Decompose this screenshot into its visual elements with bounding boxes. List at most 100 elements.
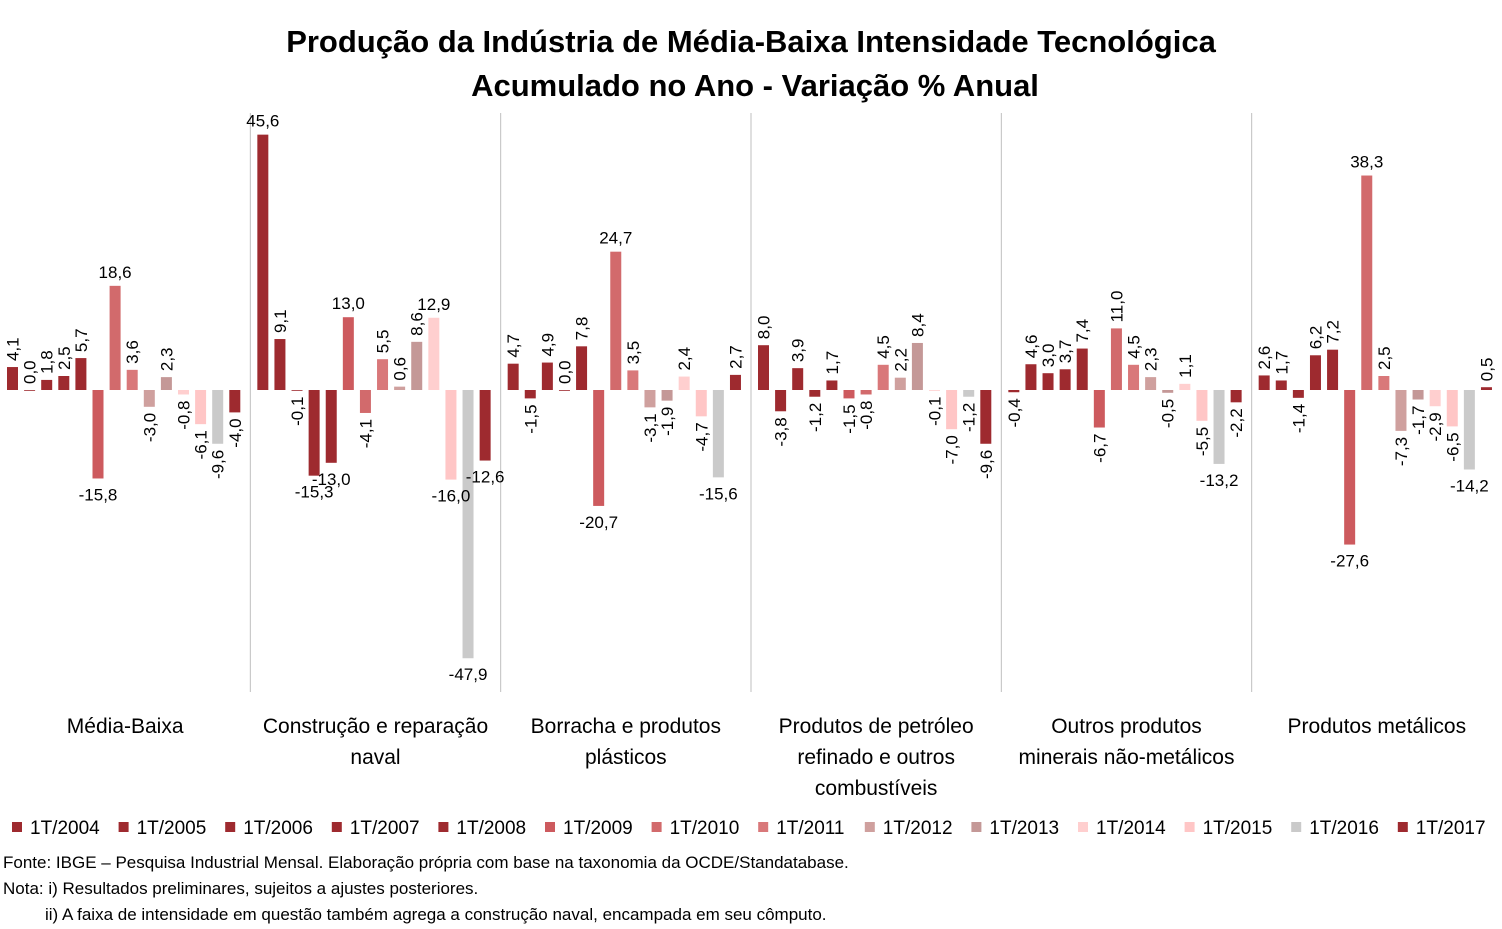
data-label: 11,0 bbox=[1107, 291, 1126, 323]
bar bbox=[1230, 390, 1242, 403]
legend-swatch bbox=[12, 822, 22, 832]
legend-label: 1T/2009 bbox=[563, 818, 633, 839]
bar bbox=[1025, 364, 1037, 390]
bar bbox=[860, 390, 872, 395]
data-label: -0,8 bbox=[857, 400, 876, 429]
chart-title: Produção da Indústria de Média-Baixa Int… bbox=[286, 24, 1216, 59]
category-separators bbox=[249, 113, 1253, 692]
bar bbox=[7, 367, 18, 390]
legend-label: 1T/2008 bbox=[456, 818, 526, 839]
bar bbox=[877, 364, 889, 390]
bar bbox=[291, 390, 303, 391]
data-label: 8,0 bbox=[755, 316, 774, 340]
legend-swatch bbox=[1291, 822, 1302, 832]
data-label: -1,7 bbox=[1409, 406, 1428, 435]
data-label: -3,8 bbox=[772, 417, 791, 446]
data-label: -0,1 bbox=[288, 397, 307, 426]
bar bbox=[41, 379, 53, 390]
legend-label: 1T/2006 bbox=[243, 818, 313, 839]
bar bbox=[1446, 390, 1458, 427]
bar bbox=[1145, 377, 1157, 390]
bar bbox=[576, 346, 588, 390]
bar bbox=[1059, 369, 1071, 390]
category-axis: Média-Baixa Construção e reparação naval Bo… bbox=[67, 715, 1466, 800]
bar bbox=[394, 386, 406, 390]
bar bbox=[377, 359, 389, 390]
data-label: 5,5 bbox=[374, 330, 393, 354]
data-label: -2,2 bbox=[1227, 408, 1246, 437]
legend-swatch bbox=[971, 822, 982, 832]
data-label: 6,2 bbox=[1306, 326, 1325, 350]
data-label: 3,9 bbox=[789, 339, 808, 363]
data-label: -7,0 bbox=[943, 435, 962, 464]
legend-label: 1T/2007 bbox=[350, 818, 420, 839]
bar bbox=[1395, 390, 1407, 431]
data-label: -0,1 bbox=[926, 397, 945, 426]
bar bbox=[809, 390, 821, 397]
data-label: 1,7 bbox=[823, 351, 842, 375]
bar bbox=[678, 376, 690, 390]
category-label: Construção e reparação naval bbox=[263, 715, 488, 769]
bar-chart: Produção da Indústria de Média-Baixa Int… bbox=[4, 24, 1497, 839]
category-label: Produtos de petróleo refinado e outros com… bbox=[779, 715, 974, 800]
bar bbox=[1463, 390, 1475, 470]
data-label: 0,0 bbox=[555, 360, 574, 384]
category-label: Média-Baixa bbox=[67, 715, 184, 738]
data-label: -1,9 bbox=[658, 407, 677, 436]
data-label: -4,0 bbox=[226, 418, 245, 447]
bar bbox=[1213, 390, 1225, 464]
bar bbox=[729, 374, 741, 390]
legend-label: 1T/2014 bbox=[1096, 818, 1166, 839]
data-label: 2,5 bbox=[1375, 346, 1394, 370]
bar bbox=[1275, 380, 1287, 390]
bar bbox=[826, 380, 838, 390]
legend-swatch bbox=[438, 822, 449, 832]
data-label: 9,1 bbox=[271, 309, 290, 333]
data-label: -0,4 bbox=[1005, 398, 1024, 427]
bar bbox=[558, 390, 570, 391]
legend: 1T/2004 1T/2005 1T/2006 1T/2007 1T/2008 1T/20… bbox=[12, 818, 1486, 839]
data-label: 1,7 bbox=[1272, 351, 1291, 375]
data-labels-group: 4,10,01,82,55,7-15,818,63,6-3,02,3-0,8-6… bbox=[4, 112, 1497, 685]
chart-subtitle: Acumulado no Ano - Variação % Anual bbox=[471, 68, 1039, 103]
data-label: -15,6 bbox=[699, 484, 738, 503]
bar bbox=[1429, 390, 1441, 407]
legend-swatch bbox=[331, 822, 342, 832]
data-label: -5,5 bbox=[1193, 427, 1212, 456]
data-label: 38,3 bbox=[1350, 153, 1383, 172]
bar bbox=[894, 377, 906, 390]
data-label: 3,6 bbox=[123, 340, 142, 364]
category-label: Outros produtos minerais não-metálicos bbox=[1019, 715, 1235, 769]
legend-swatch bbox=[118, 822, 129, 832]
data-label: 0,0 bbox=[21, 360, 40, 384]
legend-label: 1T/2013 bbox=[989, 818, 1059, 839]
bar bbox=[1196, 390, 1208, 421]
data-label: -1,2 bbox=[960, 403, 979, 432]
legend-swatch bbox=[651, 822, 662, 832]
data-label: 5,7 bbox=[72, 328, 91, 352]
bar bbox=[980, 390, 992, 444]
legend-label: 1T/2012 bbox=[883, 818, 953, 839]
bar bbox=[75, 358, 87, 390]
data-label: -1,4 bbox=[1289, 404, 1308, 433]
data-label: 4,5 bbox=[874, 335, 893, 359]
data-label: -4,1 bbox=[356, 419, 375, 448]
data-label: -15,3 bbox=[295, 483, 334, 502]
data-label: -1,2 bbox=[806, 403, 825, 432]
bar bbox=[479, 390, 491, 461]
data-label: -1,5 bbox=[521, 404, 540, 433]
bar bbox=[160, 377, 172, 390]
data-label: -4,7 bbox=[692, 422, 711, 451]
category-label: Borracha e produtos plásticos bbox=[531, 715, 721, 769]
bar bbox=[1292, 390, 1304, 398]
bar bbox=[126, 369, 138, 390]
bar bbox=[1361, 175, 1373, 390]
bar bbox=[274, 339, 286, 390]
data-label: -9,6 bbox=[209, 450, 228, 479]
bar bbox=[627, 370, 639, 390]
data-label: -6,5 bbox=[1443, 432, 1462, 461]
bar bbox=[342, 317, 354, 390]
data-label: 4,9 bbox=[538, 333, 557, 357]
bar bbox=[428, 317, 440, 390]
data-label: 4,5 bbox=[1125, 335, 1144, 359]
